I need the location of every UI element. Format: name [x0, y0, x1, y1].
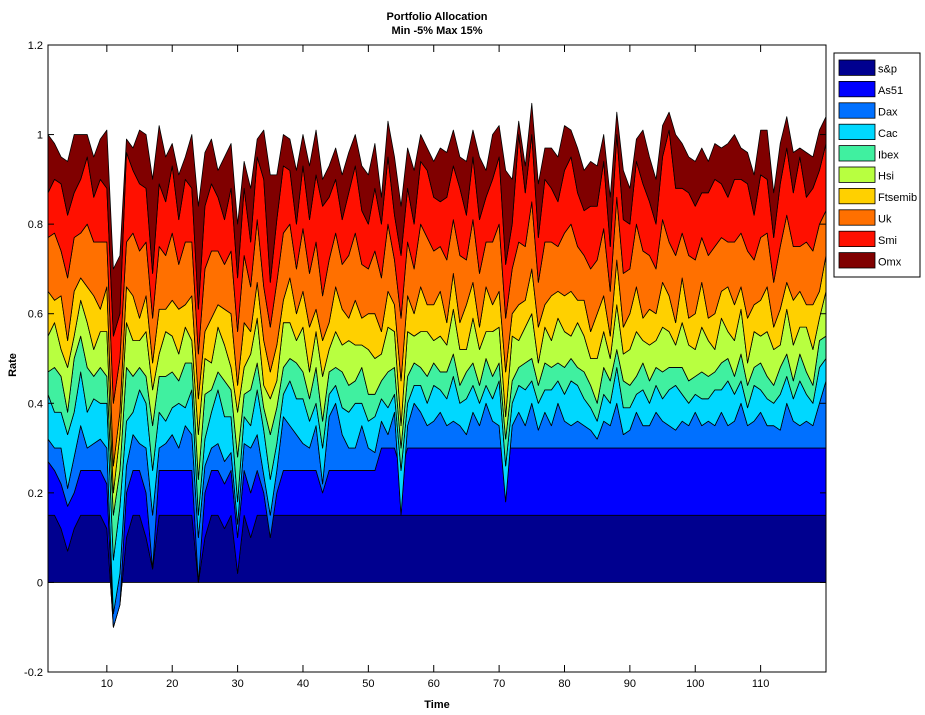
legend-label: Omx: [878, 256, 902, 268]
plot-frame: [47, 44, 827, 673]
legend-label: Ibex: [878, 149, 899, 161]
legend-swatch: [838, 102, 876, 119]
y-tick-label: 0: [37, 577, 43, 589]
y-tick-label: 0.2: [28, 488, 43, 500]
y-tick-label: -0.2: [24, 667, 43, 679]
legend-label: Cac: [878, 128, 898, 140]
x-tick-label: 110: [752, 678, 770, 690]
legend-label: Ftsemib: [878, 192, 917, 204]
legend-label: s&p: [878, 64, 897, 76]
x-tick-label: 90: [624, 678, 636, 690]
legend-swatch: [838, 166, 876, 183]
y-tick-label: 1.2: [28, 40, 43, 52]
area-layers: [47, 102, 827, 628]
legend-swatch: [838, 59, 876, 76]
x-axis-label: Time: [424, 699, 449, 711]
legend-swatch: [838, 230, 876, 247]
legend-swatch: [838, 187, 876, 205]
legend-swatch: [838, 123, 876, 140]
y-tick-label: 0.8: [28, 219, 43, 231]
y-axis-label: Rate: [7, 353, 19, 377]
legend-label: Dax: [878, 107, 898, 119]
legend-swatch: [838, 145, 876, 162]
y-tick-label: 0.6: [28, 309, 43, 321]
legend-label: Hsi: [878, 171, 894, 183]
chart-title: Portfolio Allocation: [386, 11, 487, 23]
legend-label: Uk: [878, 214, 892, 226]
x-tick-label: 50: [362, 678, 374, 690]
x-tick-label: 100: [686, 678, 704, 690]
x-tick-label: 30: [231, 678, 243, 690]
x-tick-label: 20: [166, 678, 178, 690]
legend-label: Smi: [878, 235, 897, 247]
y-tick-label: 0.4: [28, 398, 43, 410]
legend-swatch: [838, 209, 876, 226]
x-tick-label: 40: [297, 678, 309, 690]
x-tick-label: 10: [101, 678, 113, 690]
legend-swatch: [838, 252, 876, 269]
x-tick-label: 80: [558, 678, 570, 690]
y-tick-label: 1: [37, 130, 43, 142]
legend-swatch: [838, 81, 876, 98]
legend-label: As51: [878, 85, 903, 97]
x-tick-label: 60: [428, 678, 440, 690]
axes: -0.2 0 0.2 0.4 0.6 0.8 1 1.2 10 20 30 40 50 60 70 80 90 1…: [24, 40, 827, 690]
legend: s&p As51 Dax Cac Ibex Hsi Ftsemib Uk Smi Omx: [833, 52, 921, 278]
chart-subtitle: Min -5% Max 15%: [391, 25, 482, 37]
x-tick-label: 70: [493, 678, 505, 690]
